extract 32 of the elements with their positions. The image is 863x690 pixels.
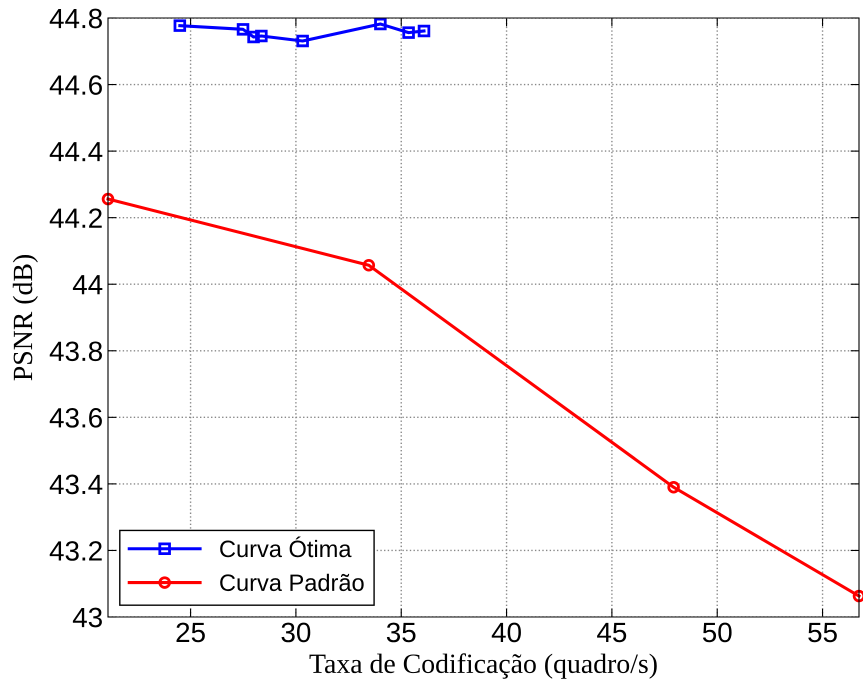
point: [102, 192, 114, 206]
y-tick-label: 44.8: [50, 8, 102, 28]
x-tick-label: 45: [597, 622, 626, 642]
x-tick-label: 30: [282, 622, 310, 642]
y-tick-label: 44.6: [50, 75, 102, 95]
y-tick-label: 44.4: [50, 142, 102, 162]
x-tick-label: 25: [176, 622, 205, 642]
legend-label: Curva Ótima: [220, 536, 352, 558]
y-tick-label: 44: [72, 275, 102, 294]
point: [362, 259, 376, 272]
point: [174, 19, 186, 32]
y-tick-label: 43.6: [50, 408, 102, 428]
point: [402, 26, 415, 39]
x-tick-label: 50: [702, 622, 732, 642]
y-axis-title: PSNR (dB): [12, 255, 38, 380]
point: [236, 23, 250, 36]
y-tick-label: 43.2: [50, 541, 102, 561]
point: [255, 30, 268, 42]
point: [667, 480, 680, 494]
y-tick-label: 43: [72, 608, 102, 628]
x-tick-label: 55: [808, 622, 837, 642]
point: [418, 24, 430, 38]
y-tick-label: 43.4: [50, 474, 102, 494]
point: [374, 18, 387, 30]
point: [296, 34, 309, 48]
legend-label: Curva Padrão: [220, 574, 364, 592]
y-tick-label: 43.8: [50, 341, 102, 362]
x-axis-title: Taxa de Codificação (quadro/s): [310, 653, 657, 679]
x-tick-label: 35: [386, 622, 416, 642]
point: [247, 30, 260, 44]
y-tick-label: 44.2: [50, 208, 102, 228]
x-tick-label: 40: [492, 622, 521, 642]
